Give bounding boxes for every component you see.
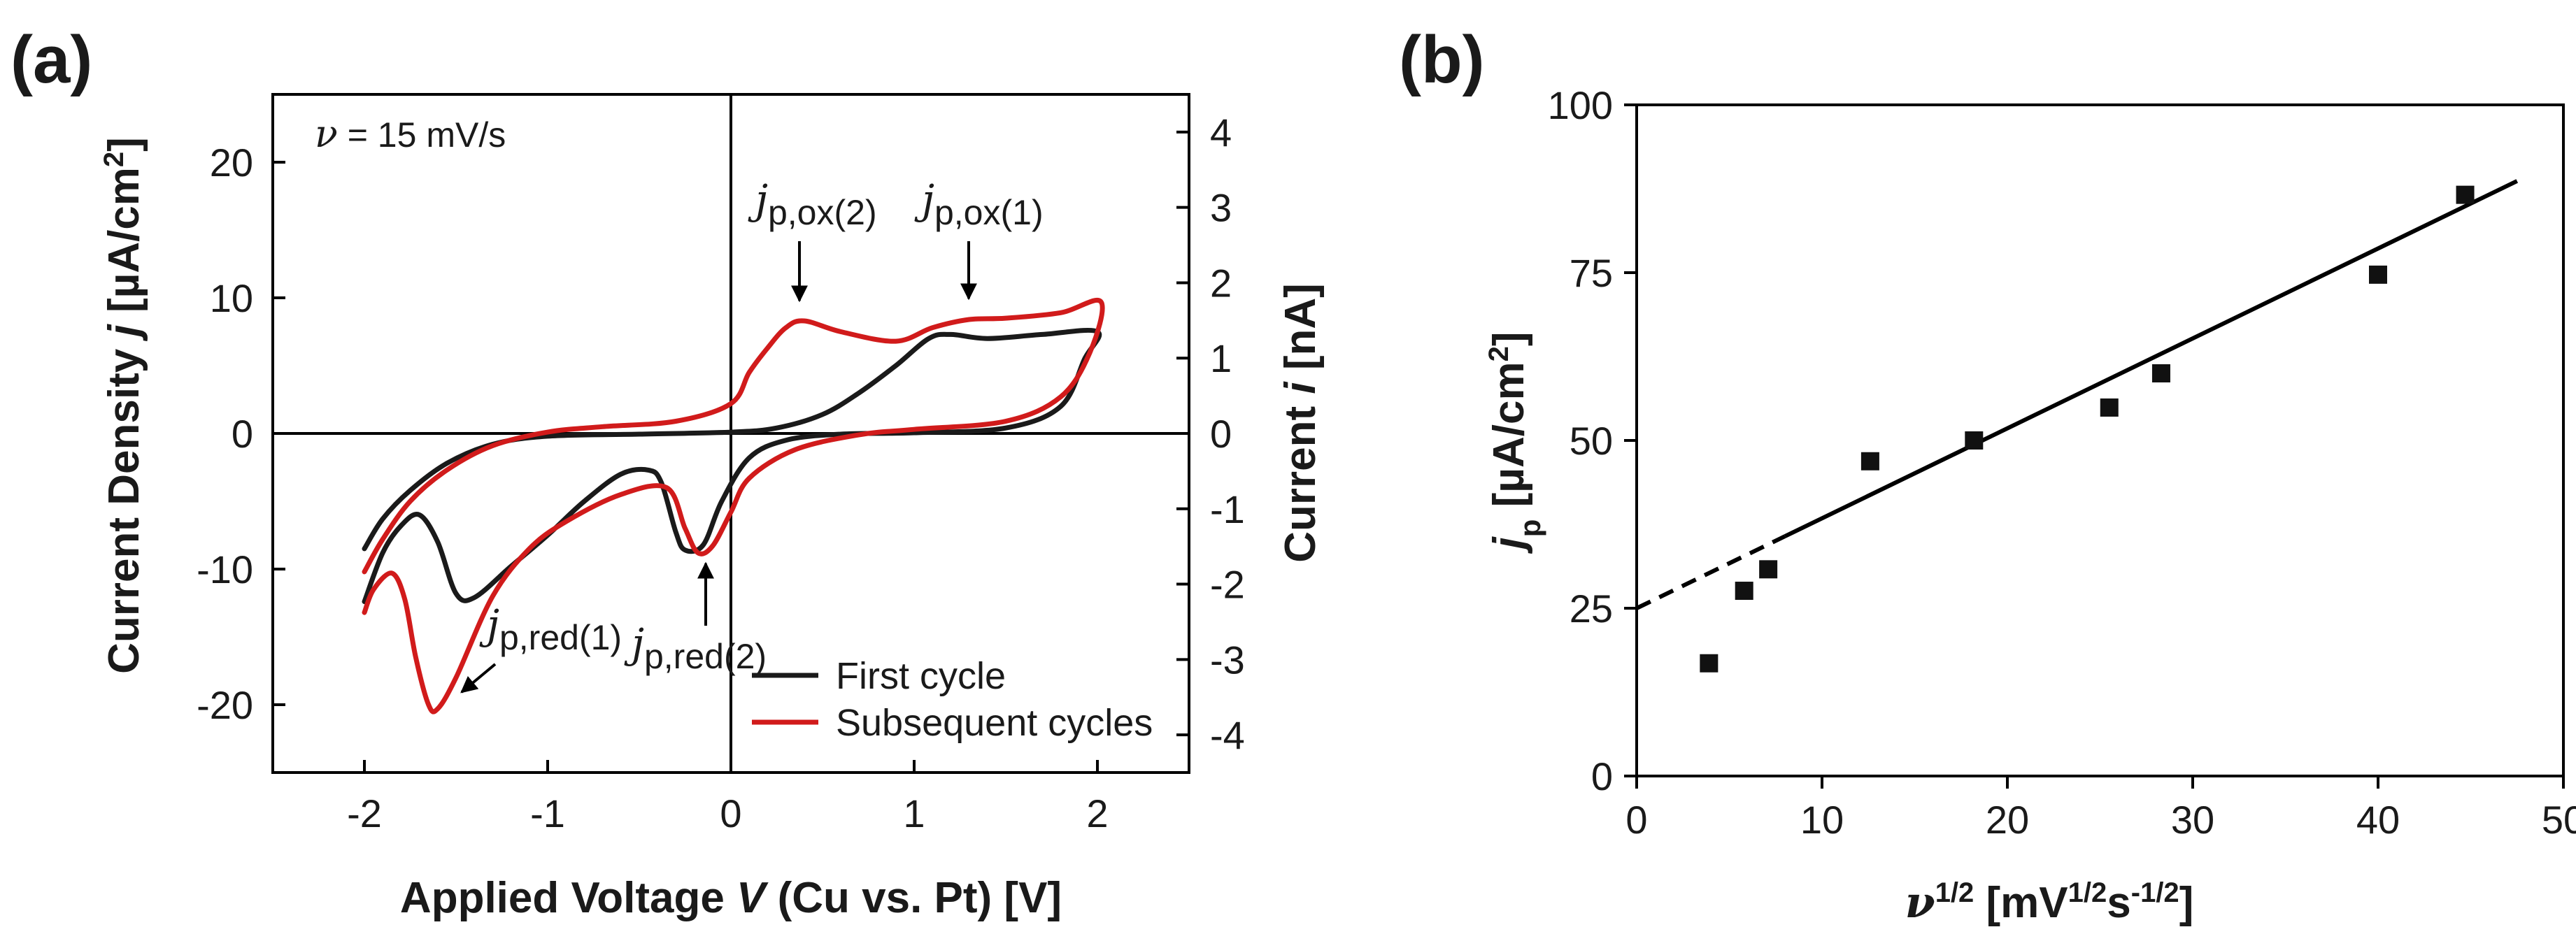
- panel-a-xtick-label: 0: [720, 791, 741, 835]
- panel-a-y2label: Current i [nA]: [1276, 283, 1325, 563]
- panel-b-points: [1700, 185, 2475, 673]
- panel-b-ytick-label: 75: [1570, 251, 1613, 295]
- series-subsequent-cycles: [362, 298, 1105, 714]
- data-point: [2151, 364, 2170, 382]
- panel-b-ytick-label: 0: [1591, 754, 1613, 798]
- panel-b-xtick-label: 20: [1986, 798, 2029, 842]
- panel-a-y2tick-label: 1: [1210, 336, 1232, 380]
- legend-label-subsequent: Subsequent cycles: [836, 702, 1153, 744]
- annot-jp-ox2: jp,ox(2): [748, 175, 877, 232]
- panel-b-xtick-label: 10: [1800, 798, 1844, 842]
- fit-line: [1784, 179, 2519, 538]
- data-point: [1860, 452, 1879, 471]
- annot-jp-red2: jp,red(2): [624, 619, 767, 676]
- panel-a-xtick-label: -2: [347, 791, 382, 835]
- panel-a-frame: [271, 93, 1190, 774]
- data-point: [1965, 431, 1984, 450]
- panel-b-xlabel: ν1/2 [mV1/2s-1/2]: [1905, 877, 2194, 928]
- panel-a-y2tick-label: 2: [1210, 261, 1232, 305]
- panel-b-ytick-label: 50: [1570, 419, 1613, 463]
- panel-a-y2tick-label: -4: [1210, 713, 1245, 757]
- panel-a-xtick-label: 1: [903, 791, 925, 835]
- panel-a-ytick-label: -20: [197, 683, 253, 727]
- panel-a-y2tick-label: 4: [1210, 110, 1232, 155]
- panel-a-xtick-label: 2: [1086, 791, 1108, 835]
- panel-a-ytick-label: -10: [197, 547, 253, 591]
- panel-b: (b) jp [µA/cm2] ν1/2 [mV1/2s-1/2] 0 10 20 3…: [1399, 22, 2576, 928]
- panel-a-ytick-label: 10: [210, 276, 253, 320]
- panel-b-xtick-label: 30: [2171, 798, 2214, 842]
- scan-rate-label: ν = 15 mV/s: [315, 112, 506, 156]
- fit-line-extrapolated: [1635, 534, 1786, 610]
- panel-a-y2tick-label: -1: [1210, 487, 1245, 531]
- panel-a-ytick-label: 20: [210, 141, 253, 185]
- panel-a-xlabel: Applied Voltage V (Cu vs. Pt) [V]: [400, 874, 1062, 922]
- panel-a-ylabel: Current Density j [µA/cm2]: [99, 137, 148, 674]
- legend-label-first: First cycle: [836, 655, 1006, 697]
- data-point: [1700, 654, 1718, 673]
- panel-b-frame: [1635, 103, 2565, 777]
- data-point: [1735, 582, 1753, 601]
- panel-a-xtick-label: -1: [530, 791, 565, 835]
- panel-a-ytick-label: 0: [232, 412, 253, 456]
- panel-b-xtick-label: 0: [1625, 798, 1647, 842]
- annot-arrow-red1: [460, 663, 497, 694]
- panel-a-y2tick-label: -3: [1210, 638, 1245, 682]
- data-point: [2456, 185, 2475, 204]
- panel-b-ticks: 0 10 20 30 40 50 0 25 50 75 100: [1548, 83, 2576, 842]
- panel-a-y2tick-label: -2: [1210, 563, 1245, 607]
- panel-b-ylabel: jp [µA/cm2]: [1483, 331, 1546, 554]
- data-point: [2100, 398, 2119, 417]
- data-point: [1759, 560, 1778, 579]
- panel-b-xtick-label: 40: [2356, 798, 2400, 842]
- data-point: [2369, 265, 2387, 284]
- panel-b-label: (b): [1399, 22, 1485, 97]
- panel-b-ytick-label: 100: [1548, 83, 1613, 127]
- panel-a-curves: [362, 298, 1105, 714]
- panel-a-legend: First cycle Subsequent cycles: [752, 655, 1153, 744]
- panel-a-y2tick-label: 0: [1210, 412, 1232, 456]
- panel-a-label: (a): [10, 22, 92, 97]
- panel-a-y2tick-label: 3: [1210, 186, 1232, 230]
- panel-b-xtick-label: 50: [2542, 798, 2576, 842]
- panel-b-ytick-label: 25: [1570, 587, 1613, 631]
- panel-b-fit: [1635, 179, 2519, 610]
- panel-a: (a) Current Density j [µA/cm2] Current i…: [10, 22, 1325, 922]
- annot-jp-ox1: jp,ox(1): [914, 175, 1044, 232]
- annot-jp-red1: jp,red(1): [479, 601, 622, 657]
